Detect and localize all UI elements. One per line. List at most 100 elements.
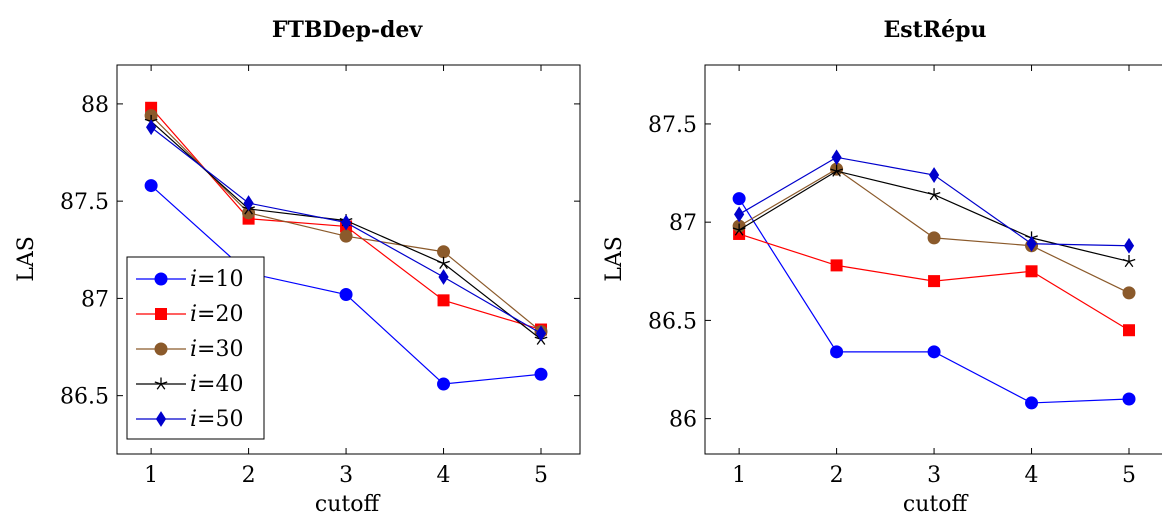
series-5 xyxy=(146,119,547,342)
series-5 xyxy=(734,149,1135,254)
legend-label: i=10 xyxy=(190,267,243,292)
data-point-square-2 xyxy=(830,259,843,272)
data-point-diamond-0 xyxy=(155,411,167,427)
x-tick-label: 2 xyxy=(830,463,844,488)
series-line xyxy=(738,170,1130,263)
data-point-diamond-5 xyxy=(535,325,547,342)
data-point-circle-2 xyxy=(830,345,844,359)
legend-label-var: i xyxy=(190,302,197,327)
x-tick-label: 5 xyxy=(534,463,548,488)
legend-label: i=40 xyxy=(190,372,243,397)
data-point-diamond-1 xyxy=(146,119,157,136)
data-point-diamond-5 xyxy=(1123,237,1135,254)
legend-entry-5: i=50 xyxy=(136,407,243,432)
data-point-circle-3 xyxy=(339,229,353,243)
legend-label-var: i xyxy=(190,407,197,432)
plot-frame xyxy=(704,64,1162,455)
y-tick-label: 86.5 xyxy=(60,385,109,410)
data-point-circle-5 xyxy=(1122,392,1136,406)
legend-box xyxy=(126,256,265,440)
data-point-star-1 xyxy=(732,223,746,236)
chart-title: EstRépu xyxy=(884,17,987,43)
chart-panel-estrepu: EstRépu 86 86.5 87 87.5 1 2 3 4 5 cutoff LAS xyxy=(602,17,1162,517)
series-2 xyxy=(733,227,1136,337)
series-line xyxy=(738,168,1130,294)
data-point-square-4 xyxy=(437,294,450,307)
legend-label: i=30 xyxy=(190,337,243,362)
legend-entry-4: i=40 xyxy=(136,372,243,397)
data-point-diamond-4 xyxy=(438,269,449,285)
data-point-circle-4 xyxy=(437,245,451,259)
data-point-circle-3 xyxy=(339,288,353,302)
data-point-circle-5 xyxy=(534,367,548,381)
data-point-diamond-4 xyxy=(1026,235,1037,252)
y-tick-label: 86 xyxy=(669,408,697,433)
x-tick-label: 5 xyxy=(1122,463,1136,488)
data-point-diamond-1 xyxy=(734,206,745,223)
legend-label-var: i xyxy=(190,267,197,292)
data-point-circle-4 xyxy=(437,377,451,391)
data-point-circle-4 xyxy=(1025,396,1039,410)
legend-label-value: =30 xyxy=(197,337,243,362)
legend-entry-2: i=20 xyxy=(136,302,243,327)
data-point-square-3 xyxy=(928,275,941,288)
data-point-circle-1 xyxy=(144,179,158,193)
series-line xyxy=(738,198,1130,404)
legend-label: i=20 xyxy=(190,302,243,327)
data-point-diamond-3 xyxy=(340,214,352,231)
x-tick-label: 3 xyxy=(927,463,941,488)
data-point-star-5 xyxy=(1122,254,1136,268)
data-point-star-2 xyxy=(830,164,843,177)
legend-label-var: i xyxy=(190,337,197,362)
y-tick-labels: 86 86.5 87 87.5 xyxy=(648,113,697,433)
y-tick-label: 87 xyxy=(81,287,109,312)
legend-entry-1: i=10 xyxy=(136,267,243,292)
x-tick-labels: 1 2 3 4 5 xyxy=(144,463,548,488)
legend-label-value: =50 xyxy=(197,407,243,432)
legend-label: i=50 xyxy=(190,407,243,432)
x-tick-label: 3 xyxy=(339,463,353,488)
data-point-diamond-2 xyxy=(831,149,842,166)
y-tick-label: 87.5 xyxy=(648,113,697,138)
data-point-square-0 xyxy=(155,308,167,320)
data-point-circle-3 xyxy=(927,345,941,359)
y-tick-labels: 86.5 87 87.5 88 xyxy=(60,93,109,410)
x-axis-label: cutoff xyxy=(903,492,969,517)
y-tick-label: 87.5 xyxy=(60,190,109,215)
data-point-circle-0 xyxy=(154,272,168,286)
legend-entry-3: i=30 xyxy=(136,337,243,362)
series-1 xyxy=(732,192,1136,410)
legend-label-var: i xyxy=(190,372,197,397)
series-4 xyxy=(732,164,1136,268)
series-layer xyxy=(732,149,1136,410)
x-tick-label: 2 xyxy=(242,463,256,488)
data-point-circle-5 xyxy=(1122,286,1136,300)
legend-label-value: =20 xyxy=(197,302,243,327)
x-axis-label: cutoff xyxy=(315,492,381,517)
x-tick-label: 4 xyxy=(437,463,451,488)
data-point-star-4 xyxy=(437,256,450,270)
data-point-square-5 xyxy=(1123,324,1136,337)
data-point-diamond-3 xyxy=(928,167,940,183)
data-point-diamond-2 xyxy=(243,195,254,212)
x-tick-label: 1 xyxy=(732,463,746,488)
data-point-square-4 xyxy=(1025,265,1038,278)
x-tick-label: 1 xyxy=(144,463,158,488)
tick-layer xyxy=(705,65,1130,454)
tick-layer xyxy=(117,65,580,454)
legend-items: i=10i=20i=30i=40i=50 xyxy=(136,267,243,432)
data-point-star-0 xyxy=(154,377,168,390)
legend-label-value: =10 xyxy=(197,267,243,292)
y-axis-label: LAS xyxy=(14,236,39,282)
data-point-circle-1 xyxy=(732,192,746,206)
legend: i=10i=20i=30i=40i=50 xyxy=(126,256,265,440)
legend-label-value: =40 xyxy=(197,372,243,397)
chart-panel-ftbdep-dev: FTBDep-dev 86.5 87 87.5 88 1 2 3 4 5 cutoff LAS… xyxy=(14,17,581,517)
plot-frame xyxy=(116,64,581,455)
y-tick-label: 87 xyxy=(669,211,697,236)
chart-title: FTBDep-dev xyxy=(272,17,424,43)
y-axis-label: LAS xyxy=(602,236,627,282)
y-tick-label: 88 xyxy=(81,93,109,118)
